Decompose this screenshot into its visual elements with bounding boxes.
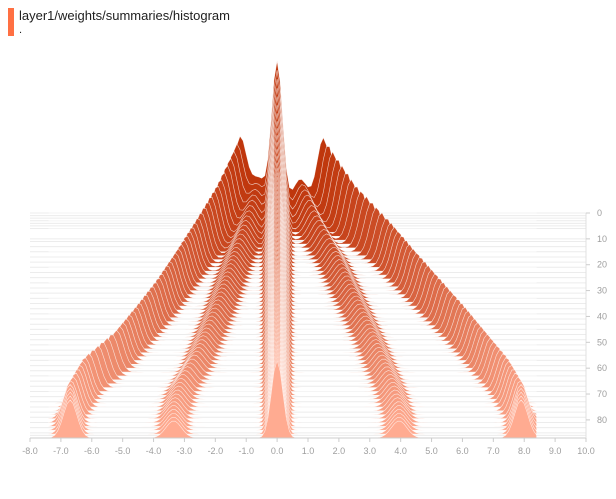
histogram-slice[interactable] [48, 127, 537, 245]
histogram-slice[interactable] [48, 267, 537, 353]
histogram-slice[interactable] [48, 148, 537, 256]
histogram-slice[interactable] [48, 162, 537, 264]
y-tick-label: 80 [597, 415, 607, 425]
x-tick-label: 8.0 [518, 446, 531, 456]
x-tick-label: 10.0 [577, 446, 595, 456]
x-tick-label: -5.0 [115, 446, 131, 456]
x-tick-label: 1.0 [302, 446, 315, 456]
y-tick-label: 30 [597, 286, 607, 296]
y-tick-label: 60 [597, 363, 607, 373]
histogram-slice[interactable] [48, 87, 537, 225]
histogram-slice[interactable] [48, 339, 537, 419]
x-tick-label: 4.0 [394, 446, 407, 456]
histogram-slice[interactable] [48, 96, 537, 229]
x-tick-label: -2.0 [208, 446, 224, 456]
y-tick-label: 0 [597, 208, 602, 218]
y-axis: 0 10 20 30 40 50 60 70 80 [585, 208, 607, 438]
histogram-slice[interactable] [48, 186, 537, 284]
x-tick-label: 5.0 [425, 446, 438, 456]
histogram-slice[interactable] [48, 318, 537, 400]
histogram-slice[interactable] [48, 314, 537, 396]
x-tick-label: -7.0 [53, 446, 69, 456]
histogram-slice[interactable] [48, 177, 537, 276]
x-tick-label: -3.0 [177, 446, 193, 456]
histogram-slice[interactable] [48, 330, 537, 412]
y-tick-label: 50 [597, 337, 607, 347]
x-tick-label: -8.0 [22, 446, 38, 456]
histogram-slice[interactable] [48, 121, 537, 241]
y-tick-label: 20 [597, 260, 607, 270]
y-tick-label: 40 [597, 311, 607, 321]
histogram-slice[interactable] [48, 343, 537, 423]
histogram-slice[interactable] [48, 70, 537, 218]
x-axis: -8.0 -7.0 -6.0 -5.0 -4.0 -3.0 -2.0 -1.0 0.0 1.0 2.… [22, 437, 595, 456]
histogram-slice[interactable] [48, 79, 537, 222]
histogram-slice[interactable] [48, 181, 537, 280]
x-tick-label: 6.0 [456, 446, 469, 456]
x-tick-label: 0.0 [271, 446, 284, 456]
histogram-slice[interactable] [48, 335, 537, 415]
histogram-slice[interactable] [48, 310, 537, 392]
histogram-slice[interactable] [48, 264, 537, 350]
run-color-tag [8, 8, 14, 36]
x-tick-label: 7.0 [487, 446, 500, 456]
y-tick-label: 10 [597, 234, 607, 244]
histogram-slice[interactable] [48, 104, 537, 233]
histogram-slice[interactable] [48, 172, 537, 272]
histogram-slice[interactable] [48, 272, 537, 357]
histogram-slice[interactable] [48, 351, 537, 431]
card-subtitle: . [19, 24, 23, 36]
histogram-slice[interactable] [48, 60, 537, 214]
histogram-slice[interactable] [48, 326, 537, 408]
x-tick-label: 2.0 [333, 446, 346, 456]
histogram-slice[interactable] [48, 167, 537, 268]
histogram-slice[interactable] [48, 141, 537, 253]
histogram-slice[interactable] [48, 134, 537, 249]
histogram-slices [48, 60, 537, 439]
x-tick-label: 9.0 [549, 446, 562, 456]
x-tick-label: 3.0 [364, 446, 377, 456]
histogram-slice[interactable] [48, 113, 537, 237]
histogram-slice[interactable] [48, 155, 537, 260]
x-tick-label: -6.0 [84, 446, 100, 456]
x-tick-label: -1.0 [238, 446, 254, 456]
histogram-slice[interactable] [48, 322, 537, 404]
histogram-slice[interactable] [48, 347, 537, 427]
y-tick-label: 70 [597, 389, 607, 399]
x-tick-label: -4.0 [146, 446, 162, 456]
histogram-slice[interactable] [48, 354, 537, 435]
card-title: layer1/weights/summaries/histogram [19, 8, 230, 23]
